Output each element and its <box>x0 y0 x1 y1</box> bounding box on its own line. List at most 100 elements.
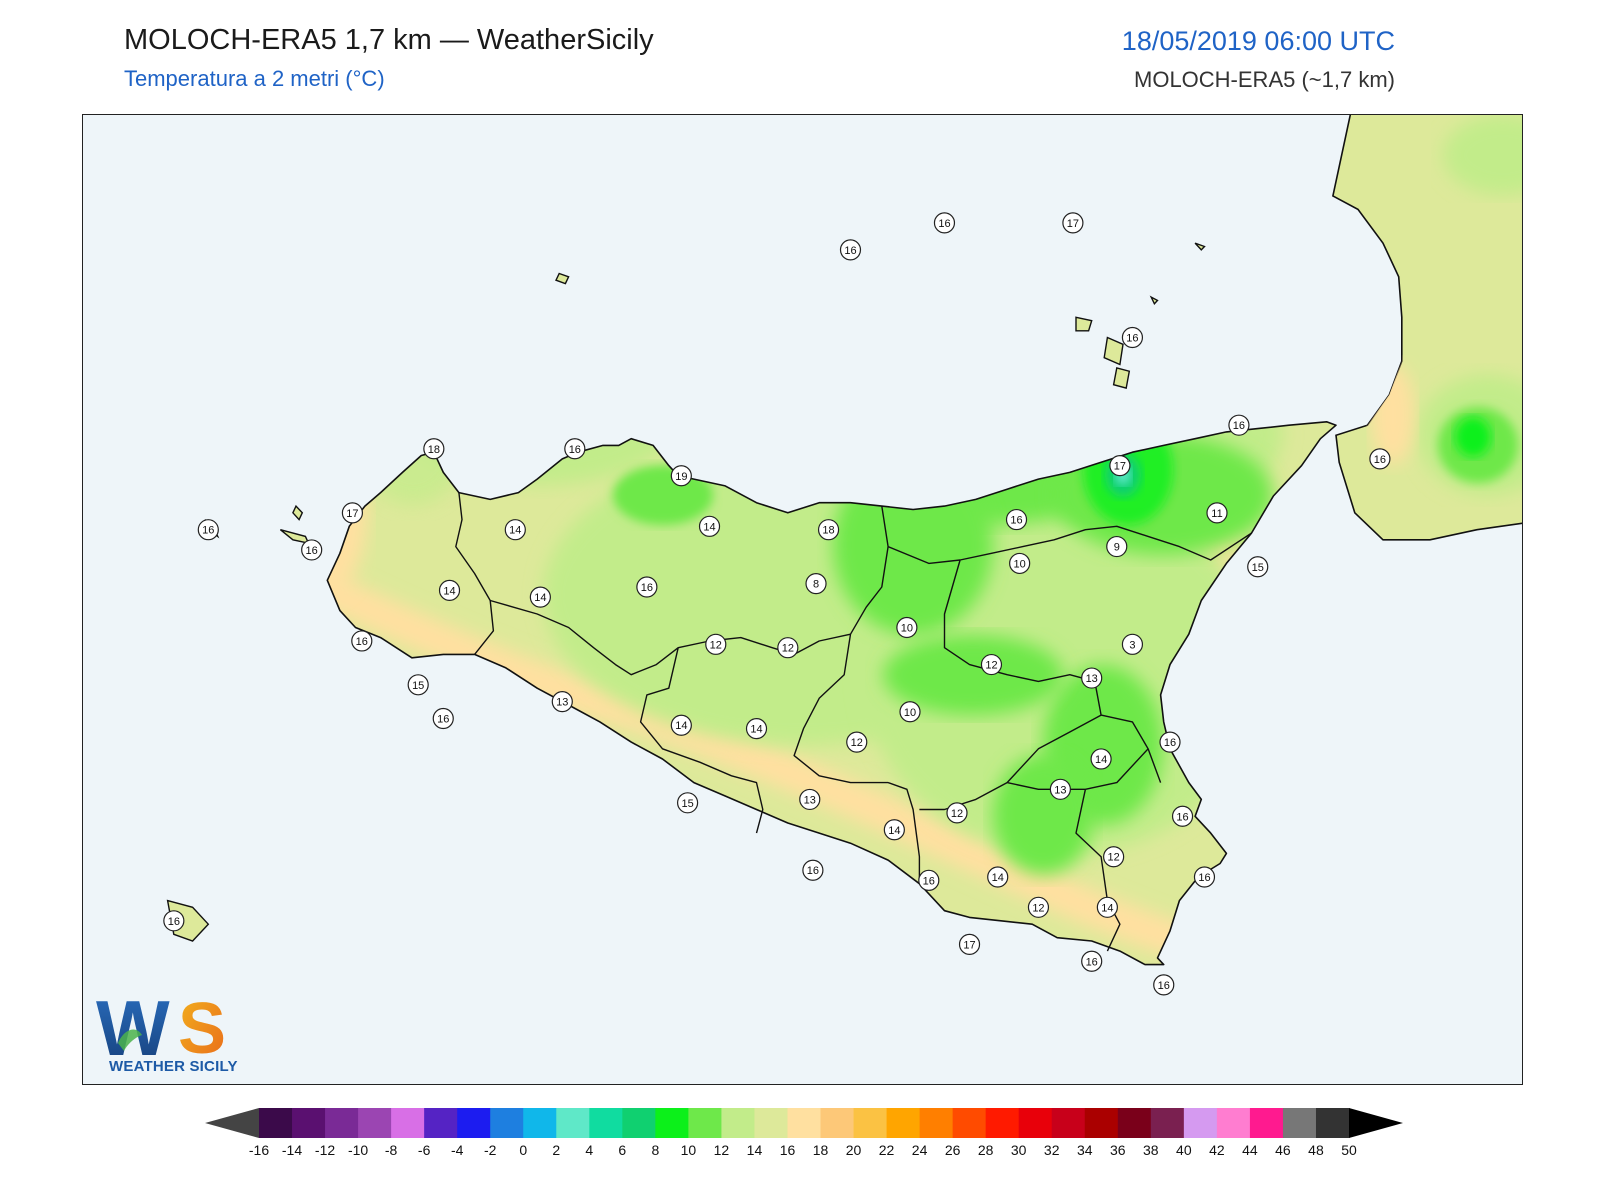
station-marker[interactable]: 8 <box>805 573 827 595</box>
station-temperature: 12 <box>710 639 722 651</box>
station-temperature: 18 <box>822 525 834 537</box>
station-marker[interactable]: 16 <box>197 519 219 541</box>
station-circle <box>805 573 827 595</box>
station-circle <box>1247 556 1269 578</box>
station-marker[interactable]: 19 <box>670 465 692 487</box>
map-canvas: 16 16 17 16 16 17 16 18 16 19 17 16 16 14 14 18 16 11 9 10 1… <box>83 115 1522 1084</box>
station-temperature: 14 <box>443 585 455 597</box>
station-marker[interactable]: 16 <box>564 438 586 460</box>
station-temperature: 12 <box>851 737 863 749</box>
station-marker[interactable]: 16 <box>1193 866 1216 888</box>
station-marker[interactable]: 16 <box>1121 326 1144 349</box>
station-marker[interactable]: 12 <box>980 653 1003 676</box>
station-circle <box>438 579 461 601</box>
colorbar-tick-label: 22 <box>878 1142 895 1158</box>
station-marker[interactable]: 17 <box>1062 212 1084 234</box>
station-marker[interactable]: 17 <box>958 933 981 955</box>
colorbar-tick-label: -4 <box>450 1142 464 1158</box>
station-circle <box>1106 535 1128 558</box>
colorbar-segment <box>754 1108 789 1138</box>
station-marker[interactable]: 14 <box>698 515 721 537</box>
station-marker[interactable]: 12 <box>1027 896 1050 918</box>
station-marker[interactable]: 16 <box>918 869 940 891</box>
station-marker[interactable]: 14 <box>1090 748 1112 770</box>
station-marker[interactable]: 13 <box>1081 667 1103 689</box>
station-marker[interactable]: 12 <box>1103 846 1125 868</box>
colorbar-segment <box>1282 1108 1317 1138</box>
colorbar-segment <box>1249 1108 1284 1138</box>
station-marker[interactable]: 14 <box>670 714 692 736</box>
colorbar-segment <box>589 1108 623 1138</box>
station-marker[interactable]: 12 <box>777 637 799 659</box>
station-circle <box>839 239 862 261</box>
station-marker[interactable]: 16 <box>1159 731 1181 753</box>
station-marker[interactable]: 18 <box>423 438 445 460</box>
station-marker[interactable]: 12 <box>846 731 868 753</box>
station-marker[interactable]: 16 <box>301 539 323 561</box>
station-temperature: 12 <box>1032 902 1044 914</box>
station-marker[interactable]: 16 <box>1005 508 1028 531</box>
station-temperature: 19 <box>675 471 687 483</box>
station-circle <box>980 653 1003 676</box>
stromboli-island <box>1194 242 1206 251</box>
station-temperature: 17 <box>963 939 975 951</box>
station-marker[interactable]: 14 <box>1096 896 1118 918</box>
station-marker[interactable]: 13 <box>1049 778 1071 800</box>
colorbar-segment <box>721 1108 756 1138</box>
station-marker[interactable]: 9 <box>1106 535 1128 558</box>
station-temperature: 14 <box>888 825 900 837</box>
station-marker[interactable]: 12 <box>705 633 727 655</box>
station-marker[interactable]: 14 <box>504 519 526 541</box>
colorbar-tick-label: 28 <box>977 1142 994 1158</box>
station-marker[interactable]: 16 <box>839 239 862 261</box>
station-marker[interactable]: 14 <box>987 866 1009 888</box>
station-marker[interactable]: 15 <box>676 792 699 814</box>
station-marker[interactable]: 17 <box>341 502 364 524</box>
station-marker[interactable]: 16 <box>351 630 373 652</box>
station-marker[interactable]: 3 <box>1121 633 1144 655</box>
station-circle <box>1121 326 1144 349</box>
station-marker[interactable]: 14 <box>438 579 461 601</box>
station-marker[interactable]: 16 <box>1228 414 1250 436</box>
station-marker[interactable]: 16 <box>1081 950 1103 972</box>
station-temperature: 16 <box>356 636 368 648</box>
station-marker[interactable]: 14 <box>745 718 768 740</box>
station-temperature: 15 <box>1252 562 1264 574</box>
station-marker[interactable]: 14 <box>529 586 551 608</box>
station-circle <box>1153 974 1175 996</box>
logo-wordmark: WEATHER SICILY <box>109 1058 238 1075</box>
station-marker[interactable]: 15 <box>1247 556 1269 578</box>
station-circle <box>883 819 905 841</box>
station-marker[interactable]: 16 <box>163 910 185 932</box>
station-circle <box>423 438 445 460</box>
station-marker[interactable]: 16 <box>432 707 454 730</box>
station-marker[interactable]: 12 <box>946 802 968 824</box>
station-marker[interactable]: 16 <box>636 576 658 598</box>
station-marker[interactable]: 17 <box>1109 455 1131 477</box>
station-marker[interactable]: 10 <box>899 701 921 723</box>
station-marker[interactable]: 16 <box>1153 974 1175 996</box>
station-marker[interactable]: 16 <box>1171 805 1194 827</box>
logo-initial-s: S <box>178 989 226 1069</box>
station-circle <box>551 691 573 713</box>
colorbar-tick-label: 30 <box>1010 1142 1027 1158</box>
station-marker[interactable]: 16 <box>802 859 824 881</box>
station-temperature: 16 <box>1158 980 1170 992</box>
station-marker[interactable]: 10 <box>1009 552 1031 575</box>
station-circle <box>636 576 658 598</box>
station-marker[interactable]: 16 <box>933 212 956 234</box>
map-subtitle: Temperatura a 2 metri (°C) <box>124 66 385 91</box>
station-marker[interactable]: 13 <box>799 788 821 811</box>
station-temperature: 16 <box>1086 956 1098 968</box>
station-marker[interactable]: 18 <box>817 519 840 541</box>
station-marker[interactable]: 13 <box>551 691 573 713</box>
station-marker[interactable]: 10 <box>896 616 918 639</box>
station-temperature: 16 <box>168 916 180 928</box>
station-marker[interactable]: 14 <box>883 819 905 841</box>
station-marker[interactable]: 16 <box>1369 448 1391 470</box>
station-marker[interactable]: 11 <box>1206 502 1228 524</box>
station-circle <box>351 630 373 652</box>
colorbar-tick-label: -14 <box>281 1142 303 1158</box>
temperature-map[interactable]: 16 16 17 16 16 17 16 18 16 19 17 16 16 14 14 18 16 11 9 10 1… <box>82 114 1523 1085</box>
station-marker[interactable]: 15 <box>407 674 429 696</box>
